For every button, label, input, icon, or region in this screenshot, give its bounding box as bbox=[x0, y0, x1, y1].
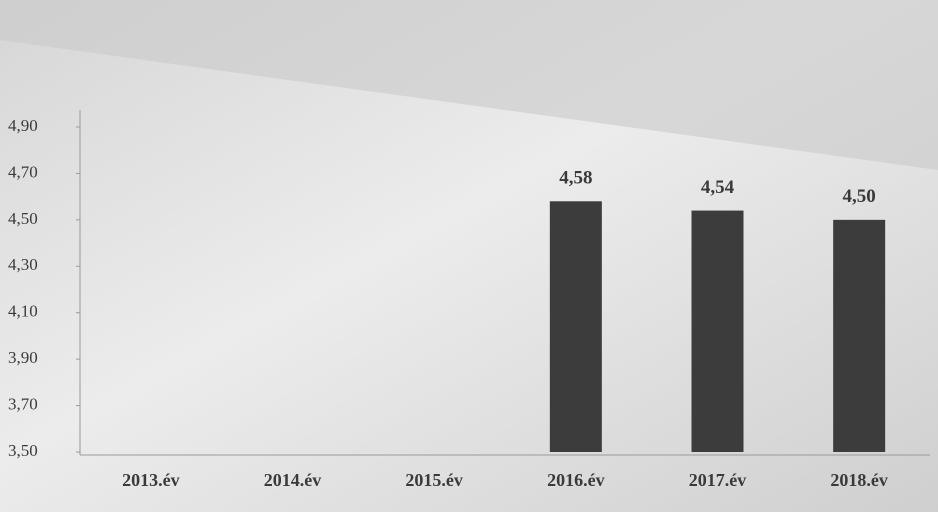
y-tick-label: 4,90 bbox=[8, 116, 38, 135]
x-tick-label: 2016.év bbox=[547, 470, 605, 490]
value-label: 4,50 bbox=[843, 186, 876, 207]
bar bbox=[692, 211, 744, 452]
y-tick-label: 3,50 bbox=[8, 441, 38, 460]
x-tick-label: 2015.év bbox=[405, 470, 463, 490]
bar bbox=[550, 201, 602, 452]
value-label: 4,58 bbox=[559, 168, 592, 189]
x-tick-label: 2014.év bbox=[264, 470, 322, 490]
page: {"chart_data": {"type": "bar", "categori… bbox=[0, 0, 938, 512]
chart: 3,50 3,70 3,90 4,10 4,30 4,50 4,70 4,90 2013.év 2… bbox=[0, 0, 938, 512]
value-label: 4,54 bbox=[701, 177, 735, 198]
y-tick-label: 4,10 bbox=[8, 302, 38, 321]
x-tick-label: 2013.év bbox=[122, 470, 180, 490]
y-tick-label: 3,70 bbox=[8, 394, 38, 413]
y-tick-label: 4,30 bbox=[8, 255, 38, 274]
y-tick-label: 4,50 bbox=[8, 209, 38, 228]
y-tick-label: 4,70 bbox=[8, 162, 38, 181]
y-tick-label: 3,90 bbox=[8, 348, 38, 367]
x-tick-label: 2017.év bbox=[689, 470, 747, 490]
bar bbox=[833, 220, 885, 452]
x-tick-label: 2018.év bbox=[830, 470, 888, 490]
